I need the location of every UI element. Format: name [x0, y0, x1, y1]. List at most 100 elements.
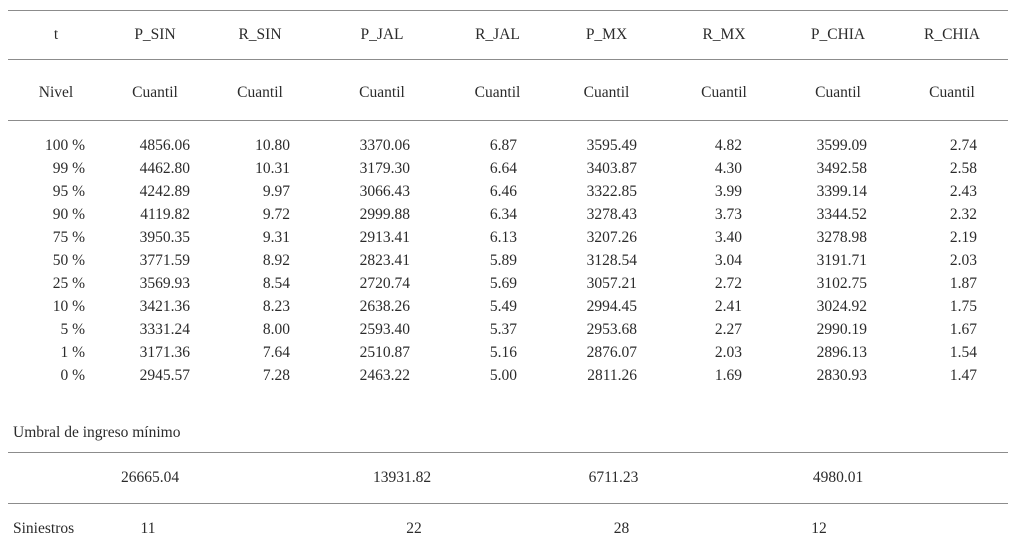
subheader-cuantil: Cuantil — [896, 59, 1008, 121]
value-cell: 8.23 — [262, 297, 290, 315]
table-row: 90 % 4119.82 9.72 2999.88 6.34 3278.43 3.73 334… — [8, 203, 1008, 226]
empty-cell — [668, 452, 780, 504]
level-cell: 1 % — [60, 343, 85, 361]
value-cell: 3066.43 — [359, 182, 410, 200]
value-cell: 1.87 — [949, 274, 977, 292]
value-cell: 1.47 — [949, 366, 977, 384]
empty-cell — [668, 503, 780, 544]
value-cell: 1.69 — [714, 366, 742, 384]
value-cell: 6.87 — [489, 136, 517, 154]
value-cell: 8.92 — [262, 251, 290, 269]
quantile-rows: 100 % 4856.06 10.80 3370.06 6.87 3595.49 4.82 3… — [8, 121, 1008, 388]
value-cell: 3569.93 — [139, 274, 190, 292]
value-cell: 3128.54 — [586, 251, 637, 269]
value-cell: 3179.30 — [359, 159, 410, 177]
subheader-cuantil: Cuantil — [314, 59, 450, 121]
level-cell: 0 % — [60, 366, 85, 384]
value-cell: 10.80 — [255, 136, 290, 154]
empty-cell — [450, 452, 545, 504]
value-cell: 3278.43 — [586, 205, 637, 223]
value-cell: 3024.92 — [816, 297, 867, 315]
column-header-r-sin: R_SIN — [206, 10, 314, 60]
value-cell: 1.54 — [949, 343, 977, 361]
empty-cell — [206, 452, 314, 504]
level-cell: 10 % — [52, 297, 85, 315]
value-cell: 5.89 — [489, 251, 517, 269]
empty-cell — [206, 503, 314, 544]
column-header-r-mx: R_MX — [668, 10, 780, 60]
value-cell: 4119.82 — [140, 205, 190, 223]
value-cell: 3.40 — [714, 228, 742, 246]
level-cell: 99 % — [52, 159, 85, 177]
column-header-t: t — [8, 10, 104, 60]
siniestros-value-chia: 12 — [780, 503, 896, 544]
value-cell: 5.37 — [489, 320, 517, 338]
value-cell: 3403.87 — [586, 159, 637, 177]
value-cell: 4.82 — [714, 136, 742, 154]
umbral-value-jal: 13931.82 — [314, 452, 450, 504]
value-cell: 10.31 — [255, 159, 290, 177]
empty-cell — [8, 452, 104, 504]
level-cell: 25 % — [52, 274, 85, 292]
umbral-label-row: Umbral de ingreso mínimo — [8, 387, 1008, 453]
value-cell: 3771.59 — [139, 251, 190, 269]
table-row: 5 % 3331.24 8.00 2593.40 5.37 2953.68 2.27 2990… — [8, 318, 1008, 341]
header-row: t P_SIN R_SIN P_JAL R_JAL P_MX R_MX P_CH… — [8, 10, 1008, 60]
value-cell: 3370.06 — [359, 136, 410, 154]
value-cell: 2593.40 — [359, 320, 410, 338]
value-cell: 2953.68 — [586, 320, 637, 338]
value-cell: 2811.26 — [587, 366, 637, 384]
value-cell: 4462.80 — [139, 159, 190, 177]
umbral-value-sin: 26665.04 — [104, 452, 206, 504]
value-cell: 3322.85 — [586, 182, 637, 200]
value-cell: 3191.71 — [816, 251, 867, 269]
table-row: 25 % 3569.93 8.54 2720.74 5.69 3057.21 2.72 310… — [8, 272, 1008, 295]
value-cell: 8.00 — [262, 320, 290, 338]
value-cell: 3.99 — [714, 182, 742, 200]
value-cell: 4.30 — [714, 159, 742, 177]
value-cell: 2.19 — [949, 228, 977, 246]
level-cell: 90 % — [52, 205, 85, 223]
umbral-label: Umbral de ingreso mínimo — [8, 387, 1008, 453]
table-row: 99 % 4462.80 10.31 3179.30 6.64 3403.87 4.30 34… — [8, 157, 1008, 180]
value-cell: 7.28 — [262, 366, 290, 384]
value-cell: 3057.21 — [586, 274, 637, 292]
level-cell: 50 % — [52, 251, 85, 269]
column-header-p-jal: P_JAL — [314, 10, 450, 60]
value-cell: 2990.19 — [816, 320, 867, 338]
value-cell: 2.41 — [714, 297, 742, 315]
subheader-cuantil: Cuantil — [104, 59, 206, 121]
value-cell: 3171.36 — [139, 343, 190, 361]
value-cell: 2720.74 — [359, 274, 410, 292]
value-cell: 1.75 — [949, 297, 977, 315]
table-row: 0 % 2945.57 7.28 2463.22 5.00 2811.26 1.69 2830… — [8, 364, 1008, 387]
value-cell: 3950.35 — [139, 228, 190, 246]
quantile-table: t P_SIN R_SIN P_JAL R_JAL P_MX R_MX P_CH… — [8, 10, 1008, 544]
subheader-nivel: Nivel — [8, 59, 104, 121]
value-cell: 2896.13 — [816, 343, 867, 361]
value-cell: 9.72 — [262, 205, 290, 223]
value-cell: 3102.75 — [816, 274, 867, 292]
value-cell: 2.03 — [949, 251, 977, 269]
value-cell: 3399.14 — [816, 182, 867, 200]
subheader-cuantil: Cuantil — [450, 59, 545, 121]
value-cell: 2.27 — [714, 320, 742, 338]
value-cell: 3492.58 — [816, 159, 867, 177]
value-cell: 4242.89 — [139, 182, 190, 200]
value-cell: 2463.22 — [359, 366, 410, 384]
value-cell: 2.43 — [949, 182, 977, 200]
value-cell: 2510.87 — [359, 343, 410, 361]
value-cell: 2830.93 — [816, 366, 867, 384]
column-header-p-chia: P_CHIA — [780, 10, 896, 60]
empty-cell — [896, 503, 1008, 544]
value-cell: 2.74 — [949, 136, 977, 154]
column-header-p-mx: P_MX — [545, 10, 668, 60]
value-cell: 3344.52 — [816, 205, 867, 223]
subheader-cuantil: Cuantil — [545, 59, 668, 121]
table-row: 1 % 3171.36 7.64 2510.87 5.16 2876.07 2.03 2896… — [8, 341, 1008, 364]
value-cell: 5.00 — [489, 366, 517, 384]
empty-cell — [896, 452, 1008, 504]
value-cell: 2.32 — [949, 205, 977, 223]
table-row: 75 % 3950.35 9.31 2913.41 6.13 3207.26 3.40 327… — [8, 226, 1008, 249]
